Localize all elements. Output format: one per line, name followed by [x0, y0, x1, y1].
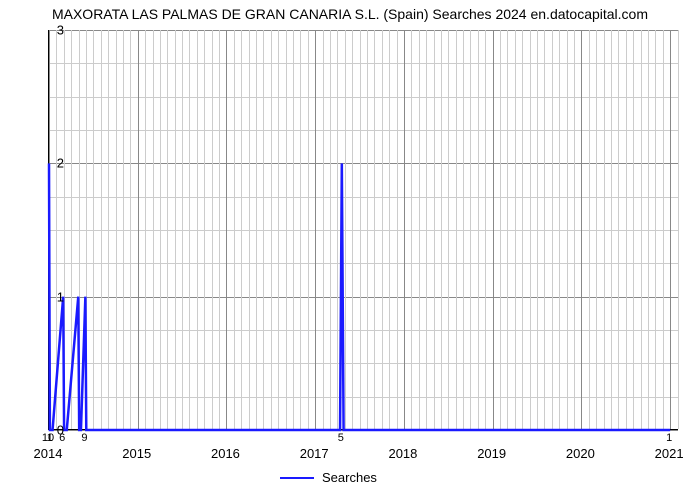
x-year-label: 2015 — [122, 446, 151, 461]
x-year-label: 2019 — [477, 446, 506, 461]
x-year-label: 2016 — [211, 446, 240, 461]
y-tick-label: 1 — [57, 289, 64, 304]
legend: Searches — [280, 470, 377, 485]
legend-label: Searches — [322, 470, 377, 485]
series-svg — [49, 30, 679, 430]
x-inner-tick-label: 5 — [338, 432, 344, 444]
plot-area — [48, 30, 678, 430]
y-tick-label: 3 — [57, 23, 64, 38]
series-line-searches — [49, 163, 670, 430]
x-inner-tick-label: 1 — [666, 432, 672, 444]
legend-line — [280, 477, 314, 479]
chart-title: MAXORATA LAS PALMAS DE GRAN CANARIA S.L.… — [0, 6, 700, 22]
x-inner-tick-label: 9 — [81, 432, 87, 444]
x-inner-tick-label: 1 — [47, 432, 53, 444]
y-tick-label: 2 — [57, 156, 64, 171]
x-year-label: 2018 — [388, 446, 417, 461]
x-year-label: 2021 — [655, 446, 684, 461]
x-year-label: 2017 — [300, 446, 329, 461]
x-year-label: 2014 — [34, 446, 63, 461]
x-year-label: 2020 — [566, 446, 595, 461]
x-inner-tick-label: 6 — [59, 432, 65, 444]
